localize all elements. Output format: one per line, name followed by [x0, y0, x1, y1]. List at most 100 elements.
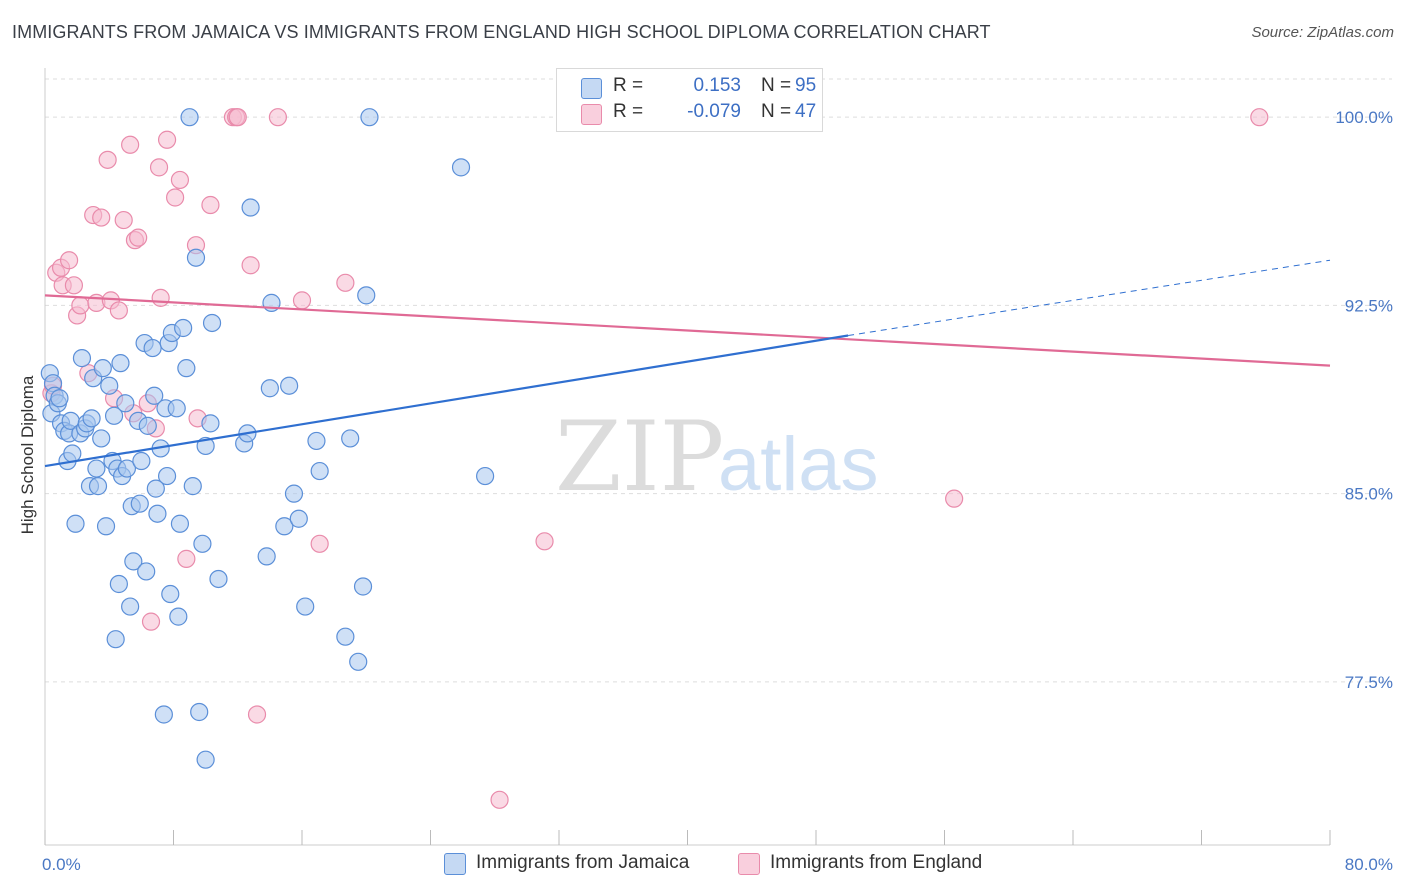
jamaica-point [87, 459, 106, 478]
jamaica-point [50, 389, 69, 408]
england-point [71, 296, 90, 315]
jamaica-point [280, 376, 299, 395]
jamaica-point [170, 514, 190, 533]
england-point [310, 534, 329, 553]
jamaica-point [93, 359, 112, 378]
jamaica-point [289, 509, 308, 528]
jamaica-point [307, 431, 326, 451]
jamaica-point [121, 597, 140, 616]
jamaica-points [40, 108, 495, 769]
england-point [141, 612, 161, 631]
jamaica-point [349, 652, 368, 671]
england-point [201, 195, 220, 215]
r-label: R = [613, 75, 644, 96]
jamaica-point [196, 750, 215, 769]
england-point [490, 790, 509, 809]
england-point [114, 210, 133, 230]
jamaica-point [109, 574, 128, 594]
r-label: R = [613, 101, 644, 122]
x-tick-label: 0.0% [42, 855, 81, 874]
y-tick-label: 77.5% [1345, 673, 1393, 692]
england-point [1250, 108, 1269, 127]
jamaica-point [202, 313, 222, 333]
jamaica-point [310, 461, 329, 481]
jamaica-point [476, 466, 495, 486]
england-point [98, 150, 117, 169]
jamaica-point [88, 477, 108, 496]
jamaica-point [174, 318, 193, 338]
england-point [170, 170, 190, 190]
jamaica-point [180, 108, 199, 127]
jamaica-point [186, 248, 206, 267]
y-tick-label: 92.5% [1345, 296, 1393, 315]
watermark-atlas: atlas [718, 422, 879, 507]
jamaica-point [357, 286, 376, 305]
england-point [59, 251, 79, 270]
n-value: 47 [795, 101, 817, 122]
legend-swatch-england [581, 104, 602, 125]
jamaica-point [154, 705, 173, 724]
y-tick-label: 85.0% [1345, 485, 1393, 504]
n-value: 95 [795, 75, 817, 96]
jamaica-point [296, 597, 315, 616]
axes [44, 68, 1331, 846]
jamaica-point [209, 569, 228, 589]
jamaica-point [111, 354, 130, 373]
jamaica-point [157, 466, 177, 486]
england-point [292, 291, 312, 310]
england-point [247, 705, 267, 724]
jamaica-point [138, 416, 157, 435]
jamaica-point [177, 359, 196, 378]
jamaica-point [260, 379, 279, 398]
n-label: N = [761, 101, 792, 122]
legend-label-england: Immigrants from England [770, 852, 983, 873]
correlation-legend: R = 0.153 N = 95 R = -0.079 N = 47 [556, 68, 823, 132]
jamaica-point [132, 451, 151, 471]
jamaica-point [167, 399, 186, 418]
y-axis-label: High School Diploma [18, 375, 37, 534]
legend-label-jamaica: Immigrants from Jamaica [476, 852, 690, 873]
jamaica-point [63, 444, 82, 463]
jamaica-point [341, 429, 360, 448]
y-tick-label: 100.0% [1335, 108, 1393, 127]
jamaica-point [360, 108, 379, 127]
watermark: ZIP atlas [555, 401, 879, 513]
x-tick-label: 80.0% [1345, 855, 1393, 874]
watermark-zip: ZIP [555, 401, 724, 513]
jamaica-point [336, 627, 355, 646]
legend-swatch-jamaica [444, 853, 466, 875]
england-point [157, 130, 177, 149]
england-point [149, 158, 169, 177]
england-point [129, 228, 148, 247]
england-point [121, 135, 140, 154]
jamaica-point [201, 414, 220, 433]
jamaica-point [124, 552, 143, 571]
england-point [268, 108, 288, 127]
r-value: 0.153 [693, 75, 741, 96]
chart-title: IMMIGRANTS FROM JAMAICA VS IMMIGRANTS FR… [12, 22, 991, 42]
trendlines [44, 259, 1331, 468]
jamaica-point [161, 584, 180, 604]
x-tick-labels: 0.0% 80.0% [42, 855, 1393, 874]
england-point [151, 288, 170, 307]
jamaica-point [66, 514, 85, 533]
y-tick-labels: 77.5% 85.0% 92.5% 100.0% [1335, 108, 1393, 692]
england-point [228, 108, 247, 127]
england-point [241, 256, 260, 275]
jamaica-point [96, 517, 116, 536]
r-value: -0.079 [687, 101, 741, 122]
jamaica-point [169, 607, 188, 626]
england-point [535, 532, 554, 551]
jamaica-point [117, 459, 137, 478]
gridlines [45, 78, 1392, 683]
jamaica-point [275, 517, 294, 536]
legend-swatch-england [738, 853, 760, 875]
jamaica-point [145, 386, 164, 405]
legend-swatch-jamaica [581, 78, 602, 99]
jamaica-point [72, 349, 92, 368]
england-point [92, 208, 111, 227]
jamaica-point [353, 577, 373, 596]
source-label: Source: ZipAtlas.com [1251, 24, 1394, 41]
n-label: N = [761, 75, 792, 96]
jamaica-point [137, 562, 156, 581]
